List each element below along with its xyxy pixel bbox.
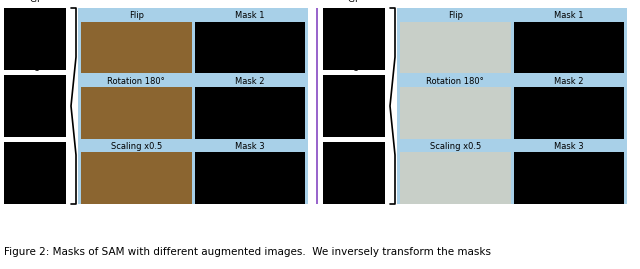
Text: Flip: Flip	[129, 12, 144, 20]
Bar	[4, 75, 66, 137]
Bar	[81, 22, 191, 73]
Bar	[81, 87, 191, 139]
Bar	[316, 8, 318, 204]
Bar	[397, 8, 627, 204]
Bar	[195, 152, 305, 204]
Text: GT: GT	[29, 0, 41, 4]
Text: GT: GT	[348, 0, 360, 4]
Bar	[81, 152, 191, 204]
Text: Rotation 180°: Rotation 180°	[108, 77, 165, 86]
Text: Origin: Origin	[340, 62, 368, 71]
Bar	[400, 22, 511, 73]
Text: Figure 2: Masks of SAM with different augmented images.  We inversely transform : Figure 2: Masks of SAM with different au…	[4, 247, 491, 257]
Bar	[4, 8, 66, 70]
Text: Mask 3: Mask 3	[554, 142, 584, 151]
Text: Flip: Flip	[448, 12, 463, 20]
Bar	[513, 152, 624, 204]
Text: Scaling x0.5: Scaling x0.5	[429, 142, 481, 151]
Text: Scaling x0.5: Scaling x0.5	[111, 142, 162, 151]
Text: Mask 1: Mask 1	[554, 12, 584, 20]
Text: Mask 2: Mask 2	[554, 77, 584, 86]
Text: Mask 1: Mask 1	[235, 12, 264, 20]
Text: Rotation 180°: Rotation 180°	[426, 77, 484, 86]
Text: Origin: Origin	[21, 62, 49, 71]
Bar	[195, 87, 305, 139]
Bar	[400, 87, 511, 139]
Text: Mask 3: Mask 3	[235, 142, 264, 151]
Text: Fused mask: Fused mask	[327, 129, 381, 138]
Bar	[400, 152, 511, 204]
Bar	[513, 87, 624, 139]
Bar	[513, 22, 624, 73]
Bar	[4, 142, 66, 204]
Bar	[78, 8, 308, 204]
Bar	[323, 8, 385, 70]
Bar	[195, 22, 305, 73]
Text: Fused mask: Fused mask	[8, 129, 61, 138]
Bar	[323, 75, 385, 137]
Text: Mask 2: Mask 2	[235, 77, 264, 86]
Bar	[323, 142, 385, 204]
